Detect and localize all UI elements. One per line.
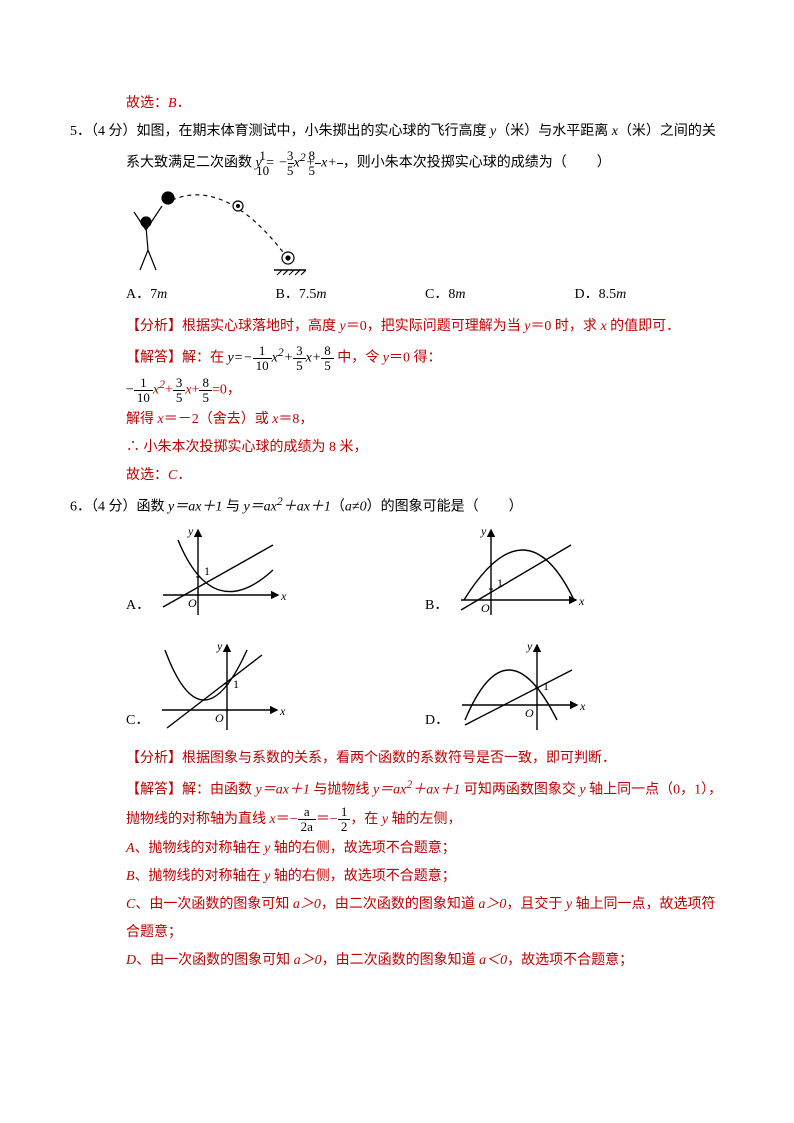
q5-analysis: 【分析】根据实心球落地时，高度 y＝0，把实际问题可理解为当 y＝0 时，求 x… [70,313,724,341]
q5-solve-label: 【解答】 [126,351,182,366]
q6-optC[interactable]: C． x y O 1 [126,640,425,735]
svg-text:y: y [216,640,223,653]
q6-lineC: C、由一次函数的图象可知 a＞0，由二次函数的图象知道 a＞0，且交于 y 轴上… [70,891,724,947]
q5-optC[interactable]: C．8m [425,281,575,309]
svg-text:O: O [481,601,490,615]
q6-solve-line1: 【解答】解：由函数 y＝ax＋1 与抛物线 y＝ax2＋ax＋1 可知两函数图象… [70,773,724,834]
q6-optB[interactable]: B． x y O 1 [425,525,724,620]
q5-options: A．7m B．7.5m C．8m D．8.5m [70,281,724,309]
q6-lineA: A、抛物线的对称轴在 y 轴的右侧，故选项不合题意； [70,835,724,863]
q6-chartD: x y O 1 [457,640,587,735]
svg-text:x: x [579,699,586,713]
q6-stem: 6．（4 分）函数 y＝ax＋1 与 y＝ax2＋ax＋1（a≠0）的图象可能是… [70,490,724,522]
q5-optA[interactable]: A．7m [126,281,276,309]
q6-chartB: x y O 1 [456,525,586,620]
svg-text:y: y [187,525,194,538]
q6-chartC: x y O 1 [157,640,287,735]
svg-text:O: O [215,711,224,725]
q6-options: A． x y O 1 B． x [70,525,724,735]
svg-text:x: x [280,589,287,603]
q4-answer: 故选：B． [70,90,724,118]
q5-number: 5．（4 分） [70,124,137,139]
svg-text:y: y [526,640,533,653]
q5-stem-d: ，则小朱本次投掷实心球的成绩为（ [343,156,567,171]
q6-analysis: 【分析】根据图象与系数的关系，看两个函数的系数符号是否一致，即可判断． [70,745,724,773]
q5-conclusion: ∴ 小朱本次投掷实心球的成绩为 8 米， [70,434,724,462]
svg-text:O: O [188,596,197,610]
q5-stem-a: 如图，在期末体育测试中，小朱掷出的实心球的飞行高度 [137,124,491,139]
q5-solve-line1: 【解答】解：在 y=−110x2+35x+85 中，令 y＝0 得： [70,341,724,373]
q4-answer-letter: B [168,96,177,111]
q6-lineB: B、抛物线的对称轴在 y 轴的右侧，故选项不合题意； [70,863,724,891]
q4-period: ． [177,96,191,111]
q6-chartA: x y O 1 [158,525,288,620]
svg-text:1: 1 [204,564,210,578]
q5-stem: 5．（4 分）如图，在期末体育测试中，小朱掷出的实心球的飞行高度 y（米）与水平… [70,118,724,178]
q5-stem-e: ） [597,156,611,171]
q6-lineD: D、由一次函数的图象可知 a＞0，由二次函数的图象知道 a＜0，故选项不合题意； [70,947,724,975]
svg-text:x: x [279,704,286,718]
svg-text:x: x [578,594,585,608]
svg-text:1: 1 [543,679,549,693]
q6-number: 6．（4 分） [70,499,137,514]
q5-figure [126,182,306,277]
q5-answer: 故选：C． [70,462,724,490]
q5-roots: 解得 x＝－2（舍去）或 x＝8， [70,406,724,434]
q4-answer-prefix: 故选： [126,96,168,111]
q6-optD[interactable]: D． x y O 1 [425,640,724,735]
svg-text:O: O [525,706,534,720]
q5-analysis-label: 【分析】 [126,319,182,334]
q6-optA[interactable]: A． x y O 1 [126,525,425,620]
q5-optB[interactable]: B．7.5m [276,281,426,309]
svg-text:y: y [480,525,487,538]
q5-optD[interactable]: D．8.5m [575,281,725,309]
q5-solve-line2: −110x2+35x+85=0， [70,373,724,405]
q6-analysis-label: 【分析】 [126,751,182,766]
svg-text:1: 1 [233,677,239,691]
q5-plus2: + [327,156,336,171]
svg-text:1: 1 [497,576,503,590]
q5-stem-b: （米）与水平距离 [496,124,612,139]
